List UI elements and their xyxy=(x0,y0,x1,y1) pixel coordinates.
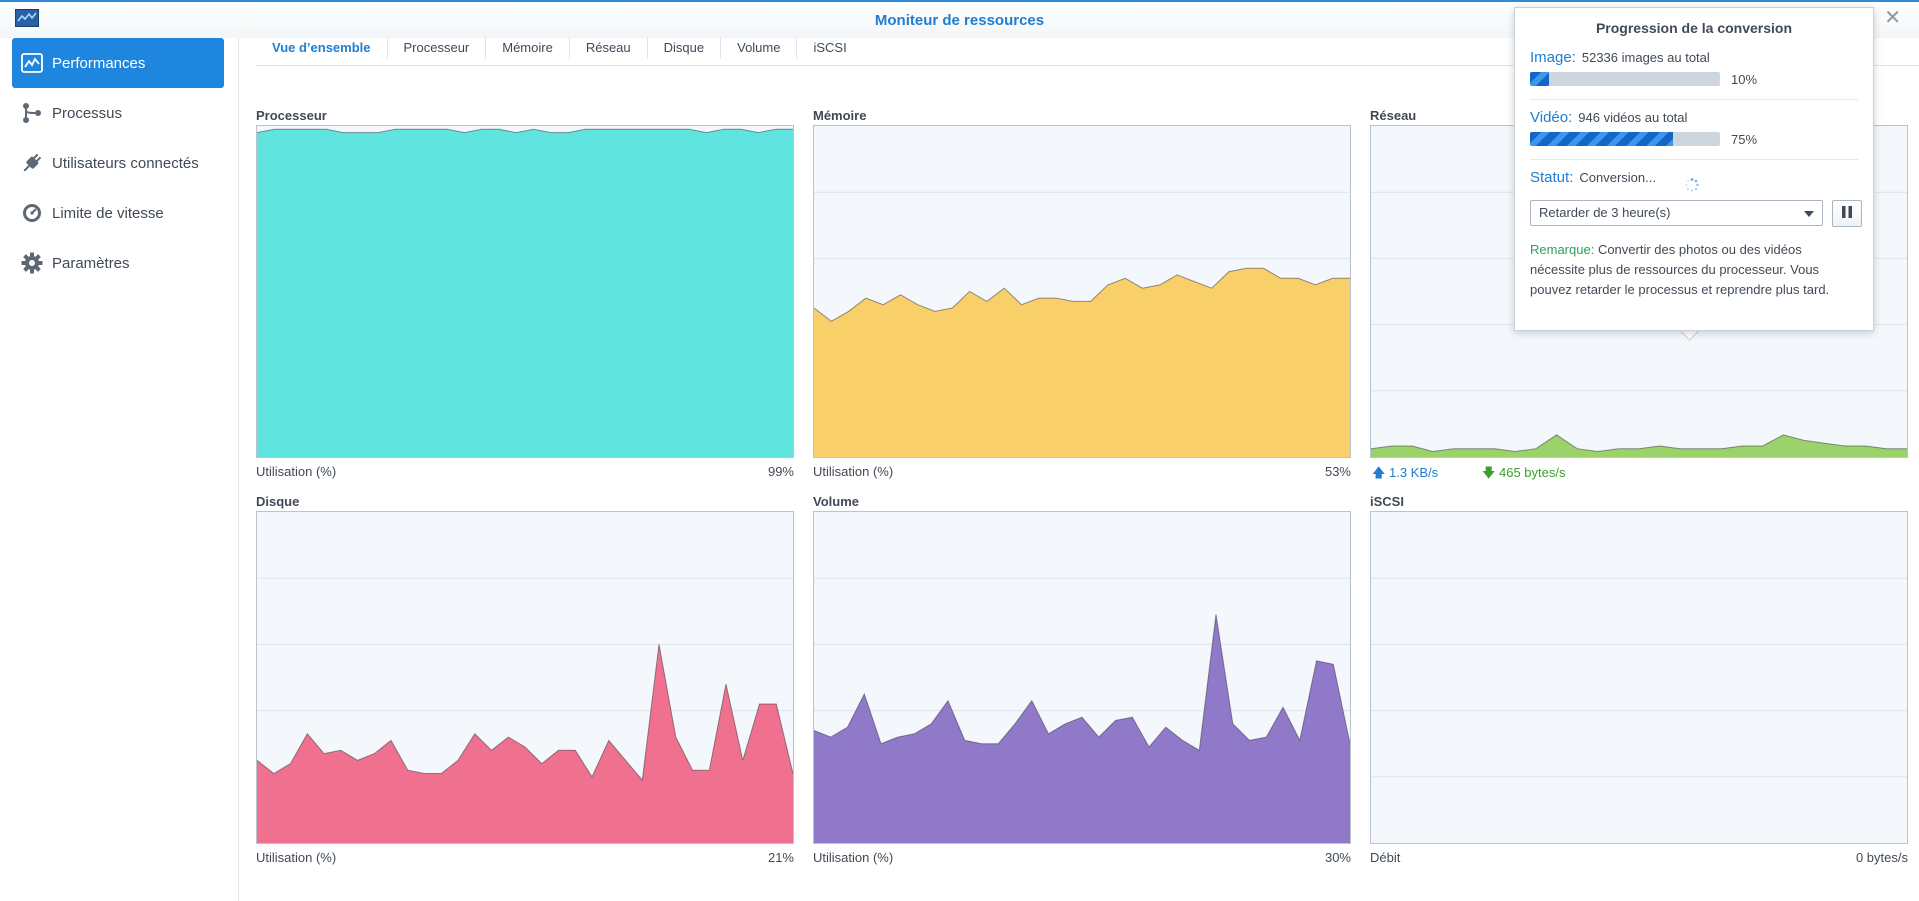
disque-line-series xyxy=(257,644,793,782)
status-section: Statut: Conversion... xyxy=(1530,169,1656,186)
tab-processeur[interactable]: Processeur xyxy=(388,36,487,59)
conversion-note: Remarque: Convertir des photos ou des vi… xyxy=(1530,240,1860,300)
status-label: Statut: xyxy=(1530,169,1574,186)
tab-bar: Vue d’ensemble Processeur Mémoire Réseau… xyxy=(256,30,1919,66)
note-label: Remarque: xyxy=(1530,242,1595,257)
image-total: 52336 images au total xyxy=(1581,50,1710,65)
sidebar-item-utilisateurs-connectes[interactable]: Utilisateurs connectés xyxy=(12,138,224,188)
close-icon[interactable]: ✕ xyxy=(1884,7,1901,29)
tab-volume[interactable]: Volume xyxy=(721,36,798,59)
memory-usage-label: Utilisation (%) xyxy=(813,464,894,479)
image-progress-bar xyxy=(1530,72,1720,86)
sidebar-item-label: Performances xyxy=(52,54,146,72)
video-label: Vidéo: xyxy=(1530,109,1573,126)
sidebar-item-label: Paramètres xyxy=(52,254,130,272)
divider xyxy=(1530,159,1858,160)
sidebar-item-limite-de-vitesse[interactable]: Limite de vitesse xyxy=(12,188,224,238)
réseau-line-series xyxy=(1371,434,1907,453)
processeur-line-series xyxy=(257,128,793,134)
disk-panel-title: Disque xyxy=(256,494,300,509)
sidebar-item-label: Limite de vitesse xyxy=(52,204,164,222)
cpu-panel-title: Processeur xyxy=(256,108,327,123)
image-progress-fill xyxy=(1530,72,1549,86)
tab-iscsi[interactable]: iSCSI xyxy=(813,39,847,55)
network-upload: 🡅 1.3 KB/s xyxy=(1372,464,1438,486)
iscsi-throughput-label: Débit xyxy=(1370,850,1401,865)
cpu-usage-value: 99% xyxy=(767,464,794,479)
iscsi-panel-title: iSCSI xyxy=(1370,494,1404,509)
sidebar-item-performances[interactable]: Performances xyxy=(12,38,224,88)
volume-panel-title: Volume xyxy=(813,494,859,509)
loading-spinner-icon xyxy=(1685,178,1699,192)
popup-title: Progression de la conversion xyxy=(1595,20,1793,36)
mémoire-line-series xyxy=(814,267,1350,322)
disque-area-series xyxy=(257,644,793,843)
memory-chart xyxy=(813,125,1351,458)
iscsi-chart xyxy=(1370,511,1908,844)
cpu-usage-label: Utilisation (%) xyxy=(256,464,337,479)
conversion-progress-popup: Progression de la conversion Image: 52336… xyxy=(1514,7,1874,331)
upload-arrow-icon: 🡅 xyxy=(1372,465,1386,480)
plug-icon xyxy=(20,151,44,175)
volume-chart xyxy=(813,511,1351,844)
tab-reseau[interactable]: Réseau xyxy=(570,36,648,59)
disk-usage-value: 21% xyxy=(767,850,794,865)
sidebar-item-label: Utilisateurs connectés xyxy=(52,154,199,172)
video-progress-bar xyxy=(1530,132,1720,146)
cpu-chart xyxy=(256,125,794,458)
mémoire-area-series xyxy=(814,268,1350,457)
iscsi-throughput-value: 0 bytes/s xyxy=(1855,850,1908,865)
gear-icon xyxy=(20,251,44,275)
chevron-down-icon xyxy=(1804,211,1814,217)
download-arrow-icon: 🡇 xyxy=(1482,465,1496,480)
tab-disque[interactable]: Disque xyxy=(648,36,722,59)
volume-usage-label: Utilisation (%) xyxy=(813,850,894,865)
image-label: Image: xyxy=(1530,49,1576,66)
video-progress-percent: 75% xyxy=(1731,132,1758,147)
pause-icon xyxy=(1842,205,1852,223)
sidebar: Performances Processus Utilisateurs conn… xyxy=(0,38,239,901)
tab-vue-d-ensemble[interactable]: Vue d’ensemble xyxy=(256,36,388,59)
image-section: Image: 52336 images au total xyxy=(1530,49,1710,66)
note-text: Convertir des photos ou des vidéos néces… xyxy=(1530,242,1830,297)
network-upload-value: 1.3 KB/s xyxy=(1389,465,1439,480)
tab-memoire[interactable]: Mémoire xyxy=(486,36,570,59)
window-title: Moniteur de ressources xyxy=(874,12,1045,29)
process-icon xyxy=(20,101,44,125)
sidebar-item-label: Processus xyxy=(52,104,123,122)
volume-line-series xyxy=(814,614,1350,752)
volume-area-series xyxy=(814,614,1350,843)
volume-usage-value: 30% xyxy=(1324,850,1351,865)
réseau-area-series xyxy=(1371,434,1907,457)
status-value: Conversion... xyxy=(1579,170,1656,185)
performance-chart-icon xyxy=(20,51,44,75)
delay-select[interactable]: Retarder de 3 heure(s) xyxy=(1530,200,1823,226)
image-progress-percent: 10% xyxy=(1731,72,1758,87)
speedometer-icon xyxy=(20,201,44,225)
resource-monitor-icon xyxy=(15,9,39,27)
disk-usage-label: Utilisation (%) xyxy=(256,850,337,865)
pause-button[interactable] xyxy=(1832,200,1862,227)
delay-select-value: Retarder de 3 heure(s) xyxy=(1539,205,1671,220)
memory-panel-title: Mémoire xyxy=(813,108,867,123)
video-section: Vidéo: 946 vidéos au total xyxy=(1530,109,1687,126)
video-total: 946 vidéos au total xyxy=(1578,110,1688,125)
video-progress-fill xyxy=(1530,132,1673,146)
network-download: 🡇 465 bytes/s xyxy=(1482,464,1566,486)
processeur-area-series xyxy=(257,129,793,457)
sidebar-item-parametres[interactable]: Paramètres xyxy=(12,238,224,288)
disk-chart xyxy=(256,511,794,844)
network-download-value: 465 bytes/s xyxy=(1499,465,1566,480)
network-panel-title: Réseau xyxy=(1370,108,1417,123)
memory-usage-value: 53% xyxy=(1324,464,1351,479)
sidebar-item-processus[interactable]: Processus xyxy=(12,88,224,138)
divider xyxy=(1530,99,1858,100)
